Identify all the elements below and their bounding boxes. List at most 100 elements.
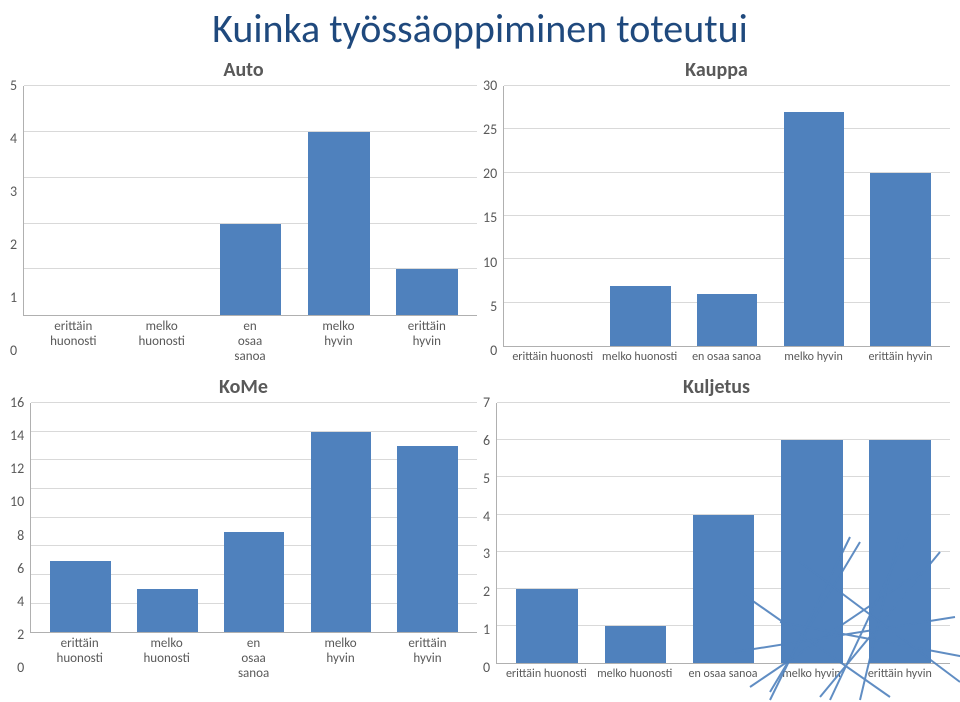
x-tick-label: melkohuonosti [123,637,210,682]
chart-title: KoMe [10,375,477,399]
bar [697,294,758,346]
plot-area [496,403,950,664]
chart-kauppa: Kauppa302520151050erittäin huonostimelko… [483,58,950,365]
x-tick-label: erittäin huonosti [509,351,596,365]
y-tick-label: 5 [490,300,497,314]
x-tick-label: erittäin hyvin [856,668,944,682]
y-tick-label: 12 [10,462,24,476]
y-tick-label: 25 [483,123,497,137]
y-tick-label: 1 [483,623,490,637]
bar [605,626,667,663]
bar-slot [206,86,294,315]
y-tick-label: 2 [483,585,490,599]
bar-slot [768,403,856,663]
y-tick-label: 6 [483,434,490,448]
bar [50,561,111,633]
y-tick-label: 3 [483,547,490,561]
y-tick-label: 10 [10,495,24,509]
y-tick-label: 1 [10,291,17,305]
bar [784,112,845,346]
y-tick-label: 0 [483,661,490,675]
chart-kuljetus: Kuljetus76543210erittäin huonostimelko h… [483,375,950,682]
x-tick-label: melkohyvin [297,637,384,682]
x-axis: erittäin huonostimelko huonostien osaa s… [496,664,950,682]
y-axis: 1614121086420 [10,403,30,682]
chart-title: Kuljetus [483,375,950,399]
y-tick-label: 0 [17,661,24,675]
bar [137,589,198,632]
y-tick-label: 20 [483,167,497,181]
bar-slot [118,86,206,315]
y-tick-label: 16 [10,396,24,410]
bar-slot [856,403,944,663]
x-tick-label: melkohyvin [294,320,382,365]
x-axis: erittäin huonostimelko huonostien osaa s… [503,347,950,365]
bar [311,432,372,633]
y-tick-label: 5 [10,79,17,93]
x-tick-label: melko hyvin [770,351,857,365]
page-title: Kuinka työssäoppiminen toteutui [0,4,960,53]
x-tick-label: en osaa sanoa [679,668,767,682]
x-axis: erittäinhuonostimelkohuonostienosaasanoa… [23,316,477,365]
x-tick-label: erittäinhuonosti [29,320,117,365]
x-tick-label: enosaasanoa [210,637,297,682]
bar [397,446,458,632]
chart-auto: Auto543210erittäinhuonostimelkohuonostie… [10,58,477,365]
bar [396,269,458,315]
y-tick-label: 2 [17,628,24,642]
y-tick-label: 3 [10,185,17,199]
y-tick-label: 15 [483,211,497,225]
y-axis: 543210 [10,86,23,365]
bar-slot [503,403,591,663]
plot-area [30,403,477,633]
bar [869,440,931,663]
x-axis: erittäinhuonostimelkohuonostienosaasanoa… [30,633,477,682]
bar-slot [771,86,858,346]
bar-slot [30,86,118,315]
bar-slot [298,403,385,632]
bar [224,532,285,632]
bar-slot [295,86,383,315]
chart-title: Auto [10,58,477,82]
y-tick-label: 4 [10,132,17,146]
x-tick-label: melko huonosti [596,351,683,365]
bar-slot [211,403,298,632]
chart-title: Kauppa [483,58,950,82]
y-tick-label: 0 [490,344,497,358]
plot-area [23,86,477,316]
bar [308,132,370,315]
x-tick-label: en osaa sanoa [683,351,770,365]
bar [610,286,671,347]
bar-slot [679,403,767,663]
bar-slot [37,403,124,632]
x-tick-label: erittäinhuonosti [36,637,123,682]
x-tick-label: erittäinhyvin [383,320,471,365]
charts-grid: Auto543210erittäinhuonostimelkohuonostie… [10,58,950,682]
y-tick-label: 5 [483,472,490,486]
x-tick-label: melko huonosti [590,668,678,682]
y-axis: 302520151050 [483,86,503,365]
y-tick-label: 7 [483,396,490,410]
bar [693,515,755,664]
bar [781,440,843,663]
y-tick-label: 6 [17,562,24,576]
x-tick-label: enosaasanoa [206,320,294,365]
bar-slot [591,403,679,663]
y-tick-label: 10 [483,256,497,270]
bar-slot [124,403,211,632]
y-tick-label: 8 [17,529,24,543]
y-tick-label: 30 [483,79,497,93]
bar-slot [384,403,471,632]
bar [870,173,931,346]
bar-slot [684,86,771,346]
bar-slot [510,86,597,346]
bar [220,224,282,316]
y-tick-label: 4 [17,595,24,609]
plot-area [503,86,950,347]
x-tick-label: erittäinhyvin [384,637,471,682]
chart-kome: KoMe1614121086420erittäinhuonostimelkohu… [10,375,477,682]
bar-slot [857,86,944,346]
x-tick-label: melkohuonosti [117,320,205,365]
bar-slot [597,86,684,346]
y-axis: 76543210 [483,403,496,682]
